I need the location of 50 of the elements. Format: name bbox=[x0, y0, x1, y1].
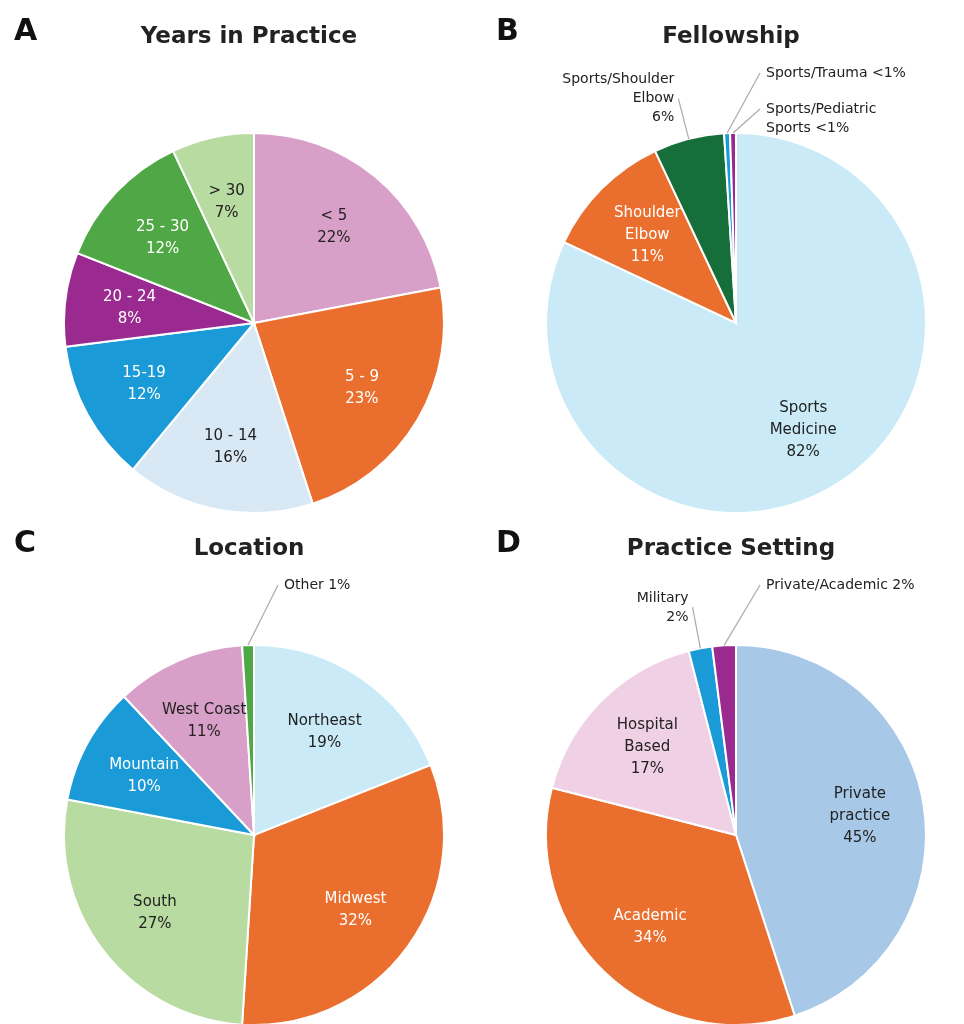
slice-label: Midwest bbox=[324, 888, 387, 907]
data-label: 23% bbox=[345, 388, 379, 407]
slice-label: < 5 bbox=[320, 205, 348, 224]
data-label: 45% bbox=[843, 827, 877, 846]
slice-label: Military bbox=[636, 588, 689, 605]
slice-label: Hospital Based bbox=[616, 714, 678, 755]
slice-label: Northeast bbox=[287, 710, 362, 729]
data-label: 11% bbox=[187, 721, 221, 740]
slice-label: Sports/Pediatric Sports <1% bbox=[766, 100, 877, 135]
data-label: 12% bbox=[145, 238, 180, 257]
slice-label: 25 - 30 bbox=[136, 216, 190, 235]
slice-label: Private/Academic 2% bbox=[766, 576, 915, 592]
slice-label: Academic bbox=[613, 905, 687, 924]
data-label: 2% bbox=[666, 607, 689, 624]
slice-label: 20 - 24 bbox=[103, 286, 157, 305]
slice-label: Sports/Shoulder Elbow bbox=[562, 70, 675, 106]
chart-title: Practice Setting bbox=[626, 534, 836, 560]
text: A bbox=[14, 12, 38, 47]
data-label: 11% bbox=[630, 246, 664, 265]
chart-title: Fellowship bbox=[662, 22, 800, 48]
slice-label: 15-19 bbox=[122, 362, 166, 381]
data-label: 16% bbox=[213, 447, 248, 466]
slice-label: West Coast bbox=[162, 699, 247, 718]
slice-label: Sports/Trauma <1% bbox=[766, 64, 906, 80]
slice-label: > 30 bbox=[208, 180, 245, 199]
data-label: 34% bbox=[633, 927, 667, 946]
data-label: 6% bbox=[652, 108, 675, 125]
slice-label: Shoulder Elbow bbox=[613, 202, 682, 243]
text: D bbox=[496, 524, 521, 559]
data-label: 19% bbox=[307, 732, 342, 751]
text: C bbox=[14, 524, 37, 559]
slice-label: South bbox=[133, 891, 177, 910]
data-label: 27% bbox=[138, 913, 172, 932]
slice-label: Other 1% bbox=[284, 576, 351, 592]
data-label: 8% bbox=[117, 308, 142, 327]
data-label: 10% bbox=[127, 776, 161, 795]
data-label: 17% bbox=[630, 758, 664, 777]
slice-label: Sports Medicine bbox=[769, 397, 837, 438]
data-label: 82% bbox=[786, 441, 820, 460]
data-label: 7% bbox=[214, 202, 239, 221]
text: B bbox=[496, 12, 519, 47]
data-label: 12% bbox=[127, 384, 161, 403]
slice-label: Mountain bbox=[109, 754, 180, 773]
chart-title: Location bbox=[193, 534, 305, 560]
data-label: 32% bbox=[338, 910, 373, 929]
data-label: 22% bbox=[317, 227, 351, 246]
chart-title: Years in Practice bbox=[140, 22, 358, 48]
slice-label: 10 - 14 bbox=[203, 425, 258, 444]
slice-label: 5 - 9 bbox=[344, 366, 379, 385]
slice-label: Private practice bbox=[829, 783, 891, 824]
